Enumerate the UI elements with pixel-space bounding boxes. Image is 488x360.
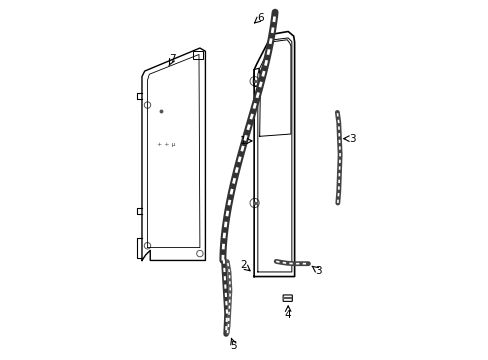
Text: 6: 6 (257, 13, 264, 23)
Text: 5: 5 (230, 341, 237, 351)
Text: 1: 1 (239, 136, 246, 146)
Bar (192, 51, 202, 59)
Text: 3: 3 (314, 266, 321, 275)
Text: 2: 2 (239, 260, 246, 270)
Text: 3: 3 (348, 134, 355, 144)
Text: 4: 4 (285, 310, 291, 320)
Text: + + μ: + + μ (157, 142, 175, 147)
Text: 7: 7 (169, 54, 175, 64)
